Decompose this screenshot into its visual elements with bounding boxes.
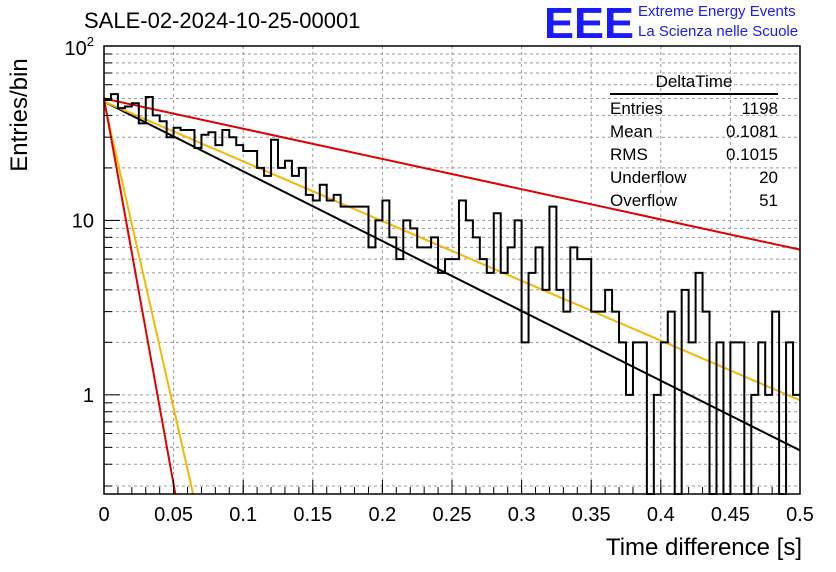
stats-value: 0.1081 bbox=[726, 122, 778, 141]
y-tick-label: 102 bbox=[65, 34, 94, 60]
histogram-outline bbox=[104, 93, 800, 495]
x-tick-label: 0 bbox=[98, 504, 109, 526]
stats-value: 51 bbox=[759, 191, 778, 210]
x-tick-label: 0.35 bbox=[572, 504, 611, 526]
stats-value: 1198 bbox=[741, 99, 778, 118]
stats-label: RMS bbox=[610, 145, 648, 164]
stats-label: Underflow bbox=[610, 168, 687, 187]
x-tick-label: 0.05 bbox=[154, 504, 193, 526]
x-tick-label: 0.1 bbox=[229, 504, 257, 526]
x-tick-label: 0.45 bbox=[711, 504, 750, 526]
stats-label: Mean bbox=[610, 122, 653, 141]
fit-line bbox=[103, 97, 801, 251]
stats-title: DeltaTime bbox=[610, 70, 778, 95]
stats-label: Entries bbox=[610, 99, 663, 118]
axis-ticks bbox=[103, 53, 801, 494]
stats-row-overflow: Overflow 51 bbox=[610, 189, 778, 212]
y-tick-label: 10 bbox=[72, 210, 94, 232]
fit-lines bbox=[103, 97, 801, 495]
logo-text: Extreme Energy Events La Scienza nelle S… bbox=[638, 2, 798, 42]
stats-value: 20 bbox=[759, 168, 778, 187]
stats-row-underflow: Underflow 20 bbox=[610, 166, 778, 189]
x-tick-label: 0.2 bbox=[368, 504, 396, 526]
x-axis-label: Time difference [s] bbox=[605, 534, 802, 561]
stats-box: DeltaTime Entries 1198 Mean 0.1081 RMS 0… bbox=[610, 70, 778, 212]
x-tick-label: 0.4 bbox=[647, 504, 675, 526]
stats-row-mean: Mean 0.1081 bbox=[610, 120, 778, 143]
fit-line bbox=[103, 98, 177, 495]
x-tick-label: 0.25 bbox=[433, 504, 472, 526]
logo-line-2: La Scienza nelle Scuole bbox=[638, 23, 799, 40]
logo-mark-text: EEE bbox=[544, 2, 634, 42]
x-tick-label: 0.3 bbox=[508, 504, 536, 526]
grid-lines bbox=[103, 46, 801, 494]
logo-line-1: Extreme Energy Events bbox=[638, 3, 796, 20]
tick-labels: 0 0.05 0.1 0.15 0.2 0.25 0.3 0.35 0.4 0.45 0.5 1 10 1… bbox=[65, 34, 814, 526]
fit-line bbox=[103, 100, 801, 402]
x-tick-label: 0.5 bbox=[786, 504, 814, 526]
stats-row-rms: RMS 0.1015 bbox=[610, 143, 778, 166]
chart-title: SALE-02-2024-10-25-00001 bbox=[84, 8, 361, 33]
stats-row-entries: Entries 1198 bbox=[610, 97, 778, 120]
eee-logo-mark: EEE bbox=[544, 2, 634, 42]
y-axis-label: Entries/bin bbox=[6, 58, 33, 172]
x-tick-label: 0.15 bbox=[293, 504, 332, 526]
fit-line bbox=[103, 100, 801, 452]
stats-value: 0.1015 bbox=[726, 145, 778, 164]
stats-label: Overflow bbox=[610, 191, 678, 210]
fit-line bbox=[103, 101, 195, 495]
y-tick-label: 1 bbox=[83, 385, 94, 407]
